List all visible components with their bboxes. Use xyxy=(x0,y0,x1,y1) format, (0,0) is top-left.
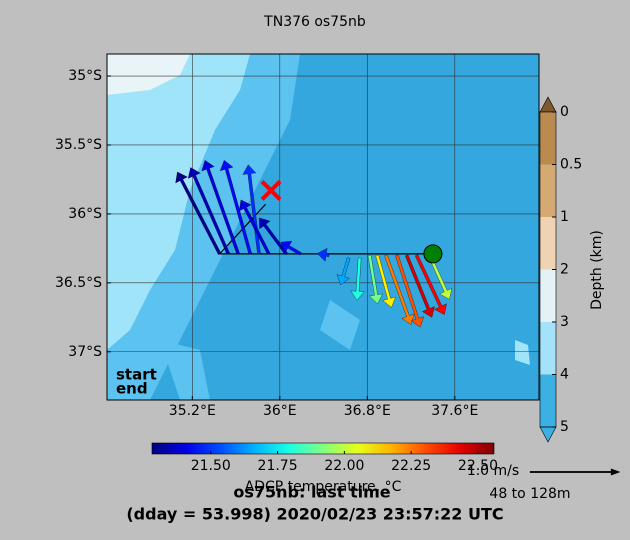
vector xyxy=(414,254,447,315)
vector xyxy=(350,257,365,301)
colorbar-tick-label: 0 xyxy=(560,104,569,120)
colorbar-tick-label: 22.25 xyxy=(391,458,431,474)
vector xyxy=(201,160,240,255)
start-label: start xyxy=(116,366,157,384)
colorbar-segment xyxy=(540,269,556,322)
colorbar-tick-label: 22.00 xyxy=(324,458,364,474)
y-tick-label: 35.5°S xyxy=(55,137,102,153)
footer-line: (dday = 53.998) 2020/02/23 23:57:22 UTC xyxy=(126,505,503,524)
scale-label: 1.0 m/s xyxy=(467,463,519,479)
scale-arrow xyxy=(529,468,621,476)
vector xyxy=(336,257,351,286)
y-tick-label: 35°S xyxy=(68,68,102,84)
colorbar-tick-label: 22.50 xyxy=(458,458,498,474)
x-tick-label: 36°E xyxy=(263,403,297,419)
end-label: end xyxy=(116,380,148,398)
colorbar-tick-label: 3 xyxy=(560,314,569,330)
colorbar-segment xyxy=(540,322,556,375)
vector xyxy=(405,254,435,318)
x-tick-label: 36.8°E xyxy=(344,403,391,419)
y-tick-label: 36.5°S xyxy=(55,275,102,291)
temp-label: ADCP temperature, °C xyxy=(245,479,402,495)
colorbar-extend xyxy=(539,426,557,443)
end-marker xyxy=(260,180,282,201)
map-background xyxy=(107,54,539,400)
vector xyxy=(375,254,396,308)
colorbar-tick-label: 2 xyxy=(560,262,569,278)
colorbar-extend xyxy=(539,96,557,113)
vector xyxy=(317,248,330,262)
ship-track xyxy=(218,203,433,255)
colorbar-segment xyxy=(540,112,556,165)
colorbar-tick-label: 5 xyxy=(560,419,569,435)
vector xyxy=(367,254,383,305)
colorbar-tick-label: 1 xyxy=(560,209,569,225)
chart-title: TN376 os75nb xyxy=(263,14,366,30)
map-frame xyxy=(106,53,540,401)
x-tick-label: 35.2°E xyxy=(169,403,216,419)
vector xyxy=(175,171,222,255)
y-tick-label: 36°S xyxy=(68,206,102,222)
y-tick-label: 37°S xyxy=(68,344,102,360)
vector xyxy=(219,160,252,255)
vector xyxy=(395,254,424,328)
colorbar-segment xyxy=(540,217,556,270)
colorbar-tick-label: 21.50 xyxy=(191,458,231,474)
footer-line: os75nb: last time xyxy=(233,483,390,502)
colorbar-segment xyxy=(540,164,556,217)
vector xyxy=(384,254,415,325)
temp-colorbar xyxy=(151,442,495,455)
vector xyxy=(239,199,271,255)
depth-label: Depth (km) xyxy=(589,230,605,310)
vector xyxy=(259,217,288,255)
colorbar-segment xyxy=(540,374,556,427)
vector xyxy=(280,240,302,256)
colorbar-tick-label: 4 xyxy=(560,367,569,383)
colorbar-tick-label: 0.5 xyxy=(560,157,582,173)
x-tick-label: 37.6°E xyxy=(431,403,478,419)
start-marker xyxy=(423,244,443,264)
scale-depth: 48 to 128m xyxy=(489,486,570,502)
colorbar-tick-label: 21.75 xyxy=(258,458,298,474)
vector xyxy=(187,167,230,255)
